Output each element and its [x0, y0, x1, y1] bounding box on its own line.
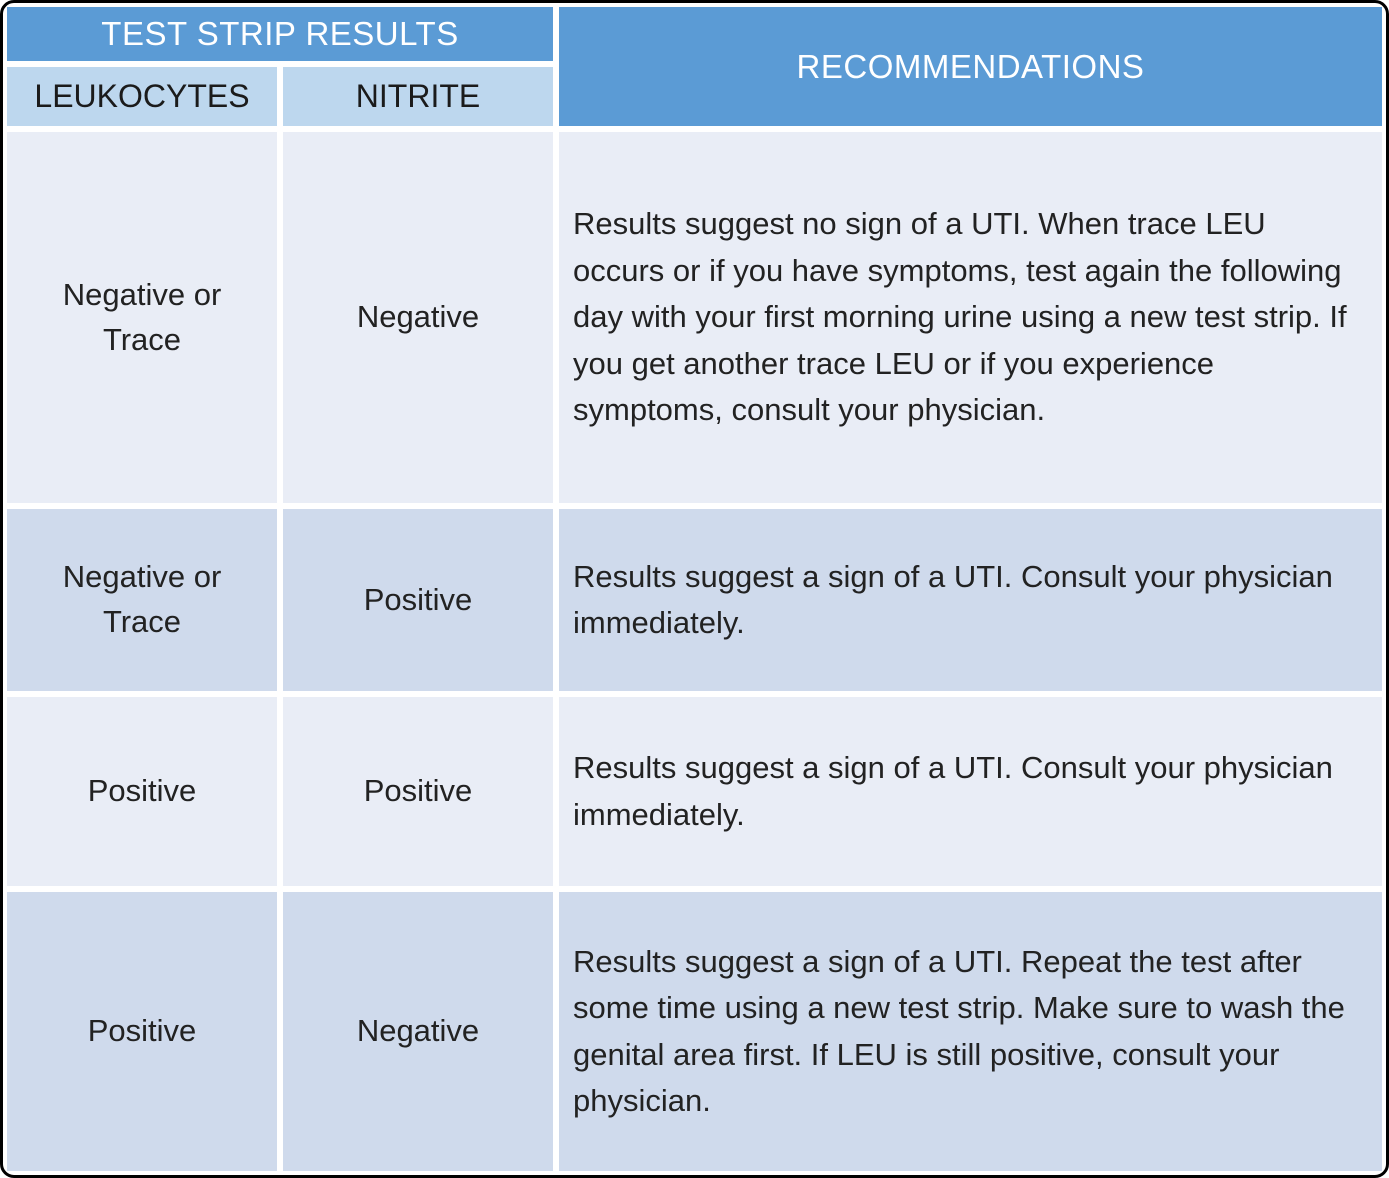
row2-leukocytes-cell: Negative or Trace	[7, 509, 277, 691]
row1-recommendation-cell: Results suggest no sign of a UTI. When t…	[559, 132, 1382, 503]
row4-leukocytes-cell: Positive	[7, 892, 277, 1171]
row2-leukocytes-value: Negative or Trace	[62, 559, 222, 639]
row4-leukocytes-value: Positive	[87, 1013, 197, 1049]
nitrite-column-header-label: NITRITE	[355, 78, 481, 115]
row4-nitrite-value: Negative	[356, 1013, 480, 1049]
row1-leukocytes-cell: Negative or Trace	[7, 132, 277, 503]
row4-nitrite-cell: Negative	[283, 892, 553, 1171]
row3-leukocytes-cell: Positive	[7, 697, 277, 886]
row3-nitrite-cell: Positive	[283, 697, 553, 886]
row1-nitrite-cell: Negative	[283, 132, 553, 503]
leukocytes-column-header-label: LEUKOCYTES	[34, 78, 250, 115]
test-strip-results-header: TEST STRIP RESULTS	[7, 7, 553, 61]
row4-recommendation-text: Results suggest a sign of a UTI. Repeat …	[573, 943, 1345, 1119]
row3-recommendation-text: Results suggest a sign of a UTI. Consult…	[573, 750, 1333, 832]
recommendations-header-label: RECOMMENDATIONS	[796, 47, 1145, 85]
row3-leukocytes-value: Positive	[87, 773, 197, 809]
row3-recommendation-cell: Results suggest a sign of a UTI. Consult…	[559, 697, 1382, 886]
results-table: TEST STRIP RESULTS RECOMMENDATIONS LEUKO…	[7, 7, 1382, 1171]
test-strip-results-header-label: TEST STRIP RESULTS	[101, 15, 459, 53]
row3-nitrite-value: Positive	[363, 773, 473, 809]
nitrite-column-header: NITRITE	[283, 67, 553, 126]
row1-leukocytes-value: Negative or Trace	[62, 276, 222, 357]
leukocytes-column-header: LEUKOCYTES	[7, 67, 277, 126]
row2-nitrite-value: Positive	[363, 581, 473, 617]
recommendations-header: RECOMMENDATIONS	[559, 7, 1382, 126]
row2-nitrite-cell: Positive	[283, 509, 553, 691]
row2-recommendation-text: Results suggest a sign of a UTI. Consult…	[573, 558, 1333, 641]
row1-nitrite-value: Negative	[356, 299, 480, 335]
row4-recommendation-cell: Results suggest a sign of a UTI. Repeat …	[559, 892, 1382, 1171]
row2-recommendation-cell: Results suggest a sign of a UTI. Consult…	[559, 509, 1382, 691]
row1-recommendation-text: Results suggest no sign of a UTI. When t…	[573, 206, 1347, 428]
